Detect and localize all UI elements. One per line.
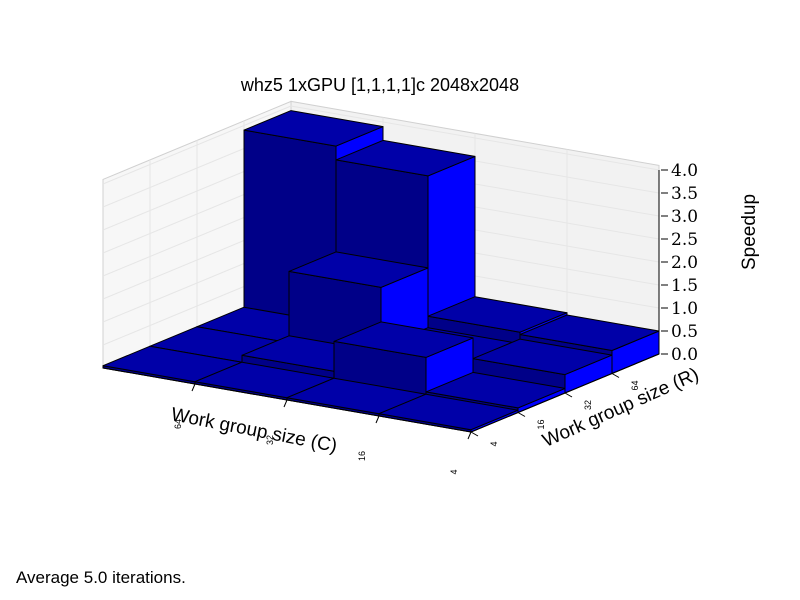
- bar-top-face: [243, 110, 384, 147]
- bar-4x4: [378, 393, 519, 433]
- y-tick-label: 64: [630, 380, 640, 390]
- x-tick-label: 16: [357, 451, 367, 461]
- y-tick-label: 4: [489, 441, 499, 446]
- y-tick-label: 32: [583, 400, 593, 410]
- x-tick-label: 32: [265, 435, 275, 445]
- bar-top-face: [425, 371, 566, 409]
- y-tick-mark: [611, 373, 620, 378]
- x-tick-mark: [283, 399, 288, 408]
- z-tick-label: 0.0: [671, 345, 698, 365]
- z-tick-label: 4.0: [671, 161, 698, 181]
- y-tick-mark: [517, 412, 526, 417]
- x-tick-mark: [375, 415, 380, 424]
- x-tick-mark: [467, 431, 472, 440]
- z-tick-label: 3.0: [671, 207, 698, 227]
- bar-top-face: [427, 296, 568, 333]
- bar-top-face: [378, 393, 519, 431]
- bar-top-face: [333, 321, 474, 358]
- y-tick-label: 16: [536, 419, 546, 429]
- z-axis: 0.0 0.5 1.0 1.5 2.0 2.5 3.0 3.5 4.0: [658, 161, 698, 365]
- z-tick-label: 3.5: [671, 184, 698, 204]
- y-tick-mark: [564, 392, 573, 398]
- bar-top-face: [472, 338, 613, 376]
- bar-top-face: [335, 139, 476, 177]
- footnote-text: Average 5.0 iterations.: [16, 568, 186, 587]
- z-tick-label: 1.0: [671, 299, 698, 319]
- bars: [102, 110, 660, 433]
- x-axis: 64 32 16 4: [102, 367, 472, 475]
- bar-top-face: [288, 251, 429, 288]
- z-tick-label: 1.5: [671, 276, 698, 296]
- x-tick-mark: [191, 383, 196, 392]
- x-tick-label: 64: [173, 419, 183, 429]
- y-tick-mark: [470, 431, 479, 437]
- chart-title: whz5 1xGPU [1,1,1,1]c 2048x2048: [240, 75, 519, 95]
- x-tick-label: 4: [449, 469, 459, 474]
- z-tick-label: 2.0: [671, 253, 698, 273]
- y-axis: 4 16 32 64: [470, 353, 660, 447]
- z-tick-label: 0.5: [671, 322, 698, 342]
- z-tick-label: 2.5: [671, 230, 698, 250]
- x-axis-label: Work group size (C): [169, 404, 339, 457]
- z-axis-label: Speedup: [739, 194, 760, 270]
